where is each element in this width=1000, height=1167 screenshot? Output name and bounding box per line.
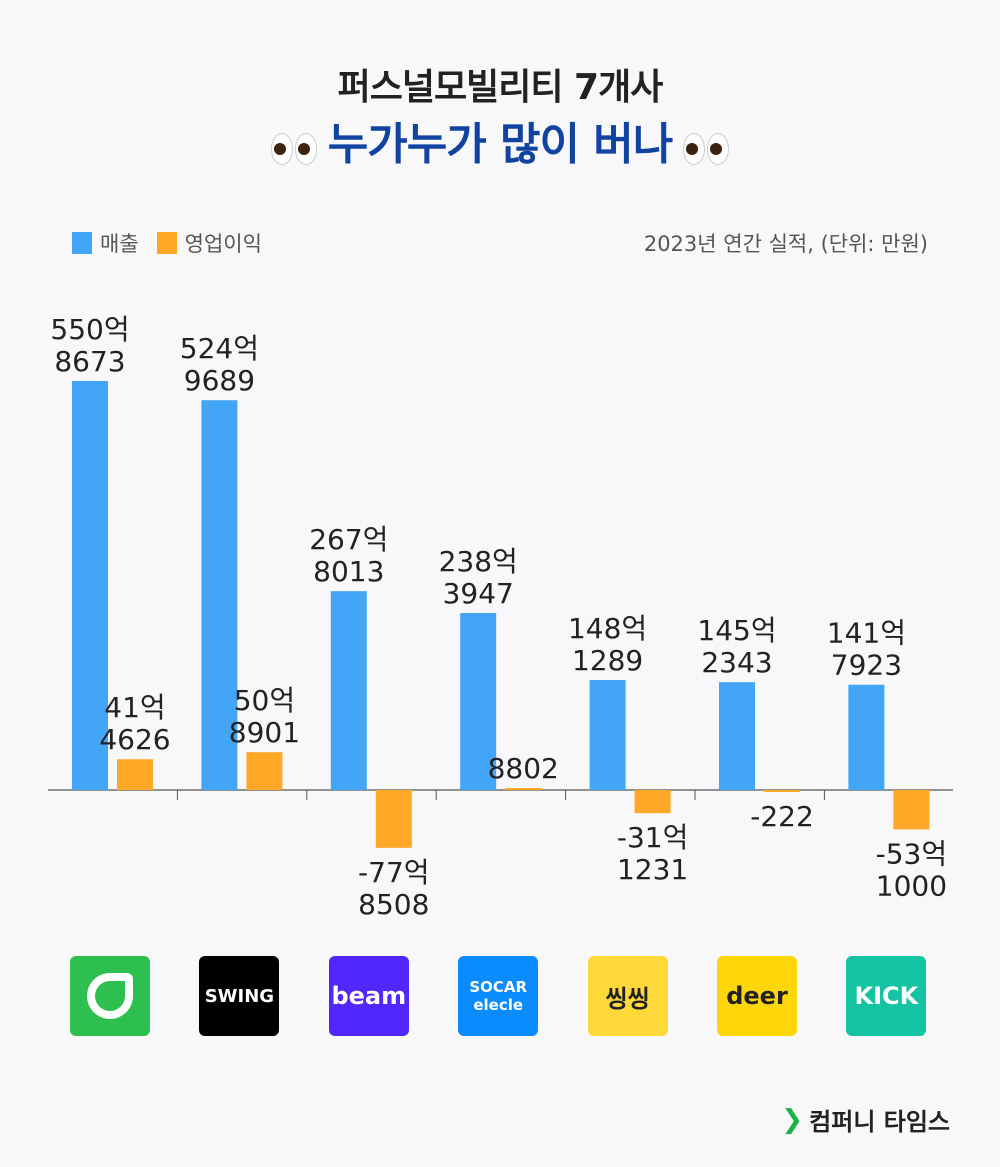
profit-bar bbox=[117, 759, 153, 790]
title-line1: 퍼스널모빌리티 7개사 bbox=[337, 67, 664, 108]
revenue-bar bbox=[848, 684, 885, 790]
revenue-bar bbox=[72, 380, 108, 790]
profit-data-label: 50억 bbox=[234, 684, 295, 717]
eyes-icon bbox=[270, 128, 318, 166]
legend-swatch-profit bbox=[156, 232, 177, 254]
legend-label-profit: 영업이익 bbox=[184, 232, 262, 256]
title-text: 누가누가 많이 버나 bbox=[327, 119, 673, 170]
company-logo: beam bbox=[328, 956, 409, 1036]
company-logo: SOCAR elecle bbox=[458, 956, 539, 1036]
company-logo: 씽씽 bbox=[587, 956, 668, 1036]
revenue-data-label: 524억 bbox=[180, 332, 259, 365]
company-logo: SWING bbox=[199, 956, 280, 1036]
profit-data-label: 1231 bbox=[617, 853, 688, 886]
revenue-bar bbox=[719, 682, 755, 790]
unit-note: 2023년 연간 실적, (단위: 만원) bbox=[643, 232, 928, 256]
company-logo: KICK bbox=[846, 956, 927, 1036]
profit-data-label: 8901 bbox=[229, 716, 300, 749]
profit-bar bbox=[764, 790, 800, 792]
legend: 매출 영업이익 bbox=[72, 228, 262, 258]
profit-bar bbox=[893, 790, 930, 830]
revenue-data-label: 148억 bbox=[568, 612, 647, 645]
revenue-data-label: 145억 bbox=[697, 614, 776, 647]
revenue-data-label: 141억 bbox=[827, 617, 906, 650]
revenue-data-label: 550억 bbox=[50, 313, 129, 346]
footer-brand: ❯ 컴퍼니 타임스 bbox=[781, 1102, 950, 1137]
profit-data-label: 8508 bbox=[358, 888, 429, 921]
revenue-bar bbox=[201, 400, 238, 790]
eyes-icon bbox=[682, 128, 730, 166]
profit-data-label: 8802 bbox=[488, 752, 559, 785]
legend-label-revenue: 매출 bbox=[100, 232, 139, 256]
company-logo bbox=[70, 956, 150, 1036]
profit-bar bbox=[505, 788, 542, 790]
revenue-data-label: 2343 bbox=[701, 646, 772, 679]
title-line2: 누가누가 많이 버나 bbox=[0, 108, 1000, 172]
chevron-right-icon: ❯ bbox=[781, 1104, 804, 1135]
profit-data-label: -222 bbox=[750, 800, 814, 833]
profit-data-label: -77억 bbox=[358, 856, 430, 889]
brand-name: 컴퍼니 타임스 bbox=[809, 1108, 950, 1136]
profit-bar bbox=[634, 790, 671, 814]
revenue-data-label: 9689 bbox=[184, 364, 255, 397]
revenue-bar bbox=[330, 591, 367, 790]
revenue-bar bbox=[460, 612, 497, 790]
revenue-data-label: 7923 bbox=[831, 649, 902, 682]
revenue-data-label: 3947 bbox=[443, 577, 514, 610]
revenue-data-label: 238억 bbox=[439, 545, 518, 578]
profit-bar bbox=[246, 752, 283, 790]
profit-data-label: 41억 bbox=[104, 691, 165, 724]
revenue-bar bbox=[589, 680, 626, 790]
legend-swatch-revenue bbox=[72, 232, 92, 254]
profit-data-label: -53억 bbox=[876, 837, 948, 870]
company-logo: deer bbox=[717, 956, 797, 1036]
profit-data-label: 1000 bbox=[876, 869, 947, 902]
revenue-data-label: 8013 bbox=[313, 555, 384, 588]
revenue-data-label: 267억 bbox=[309, 523, 388, 556]
profit-bar bbox=[375, 790, 412, 848]
profit-data-label: 4626 bbox=[99, 723, 170, 756]
revenue-data-label: 8673 bbox=[54, 345, 125, 378]
profit-data-label: -31억 bbox=[617, 821, 689, 854]
revenue-data-label: 1289 bbox=[572, 644, 643, 677]
